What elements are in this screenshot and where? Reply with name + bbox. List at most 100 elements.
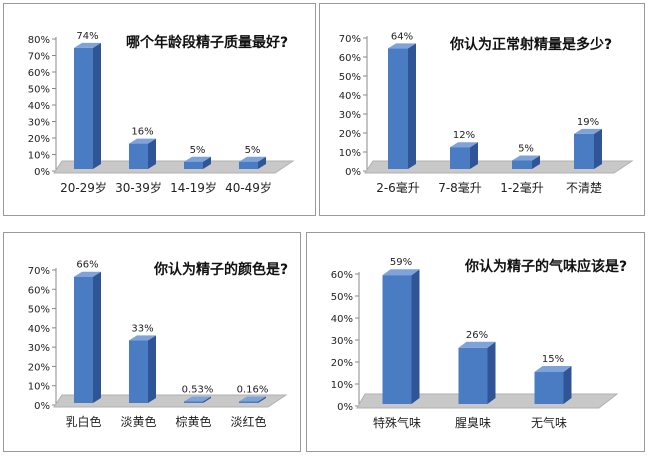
bar-front [129, 340, 148, 403]
category-label: 特殊气味 [373, 415, 421, 430]
y-tick-label: 10% [339, 148, 361, 159]
category-label: 1-2毫升 [500, 180, 544, 195]
bar [450, 142, 478, 169]
bar-top [74, 42, 101, 48]
y-tick-label: 80% [28, 35, 50, 46]
category-label: 2-6毫升 [376, 180, 420, 195]
y-tick-label: 60% [28, 285, 50, 296]
chart-panel-age: 0% 10% 20% 30% 40% 50% 60% 70% 80% 74% 20-29岁 16% 30… [3, 3, 316, 216]
y-tick-label: 20% [28, 362, 50, 373]
y-tick-label: 40% [331, 314, 353, 325]
bar-top [512, 155, 540, 161]
bar-front [382, 275, 412, 404]
y-tick-label: 70% [28, 52, 50, 63]
bar-front [74, 47, 93, 169]
bar-front [388, 48, 408, 169]
y-tick-label: 50% [28, 85, 50, 96]
bar-front [450, 147, 470, 169]
bar [239, 396, 266, 403]
y-tick-label: 0% [345, 167, 361, 178]
category-label: 淡黄色 [120, 415, 156, 429]
bar [512, 155, 540, 169]
data-label: 15% [542, 354, 564, 365]
bar [74, 271, 101, 403]
y-tick-label: 20% [339, 129, 361, 140]
y-tick-label: 10% [28, 151, 50, 162]
bar-front [184, 401, 203, 403]
bar [184, 156, 211, 169]
data-label: 0.16% [237, 385, 269, 396]
y-tick-label: 40% [28, 101, 50, 112]
smell-bar-chart: 0% 10% 20% 30% 40% 50% 60% 59% 特殊气味 26% 腥臭味 15% 无气味 [331, 257, 619, 430]
y-tick-label: 50% [339, 72, 361, 83]
chart-title: 哪个年龄段精子质量最好? [126, 35, 289, 51]
data-label: 26% [466, 330, 488, 341]
data-label: 33% [131, 323, 153, 334]
data-label: 19% [577, 117, 599, 128]
bar [184, 396, 211, 403]
category-label: 30-39岁 [115, 180, 162, 195]
chart-panel-color: 0% 10% 20% 30% 40% 50% 60% 70% 66% 乳白色 33% 淡黄色 0.53%… [3, 232, 301, 452]
bar-side [411, 269, 420, 404]
y-tick-label: 50% [331, 292, 353, 303]
bar-top [239, 156, 266, 162]
chart-panel-volume: 0% 10% 20% 30% 40% 50% 60% 70% 64% 2-6毫升 12% 7-8毫升 5… [319, 3, 645, 216]
data-label: 66% [76, 260, 98, 271]
category-label: 腥臭味 [455, 415, 491, 430]
category-label: 乳白色 [65, 414, 101, 429]
data-label: 5% [245, 145, 261, 156]
y-tick-label: 70% [339, 34, 361, 45]
bar-front [574, 133, 594, 169]
data-label: 12% [453, 130, 475, 141]
bar-side [258, 396, 266, 403]
bar [534, 366, 572, 404]
bar-top [184, 396, 211, 402]
color-bar-chart: 0% 10% 20% 30% 40% 50% 60% 70% 66% 乳白色 33% 淡黄色 0.53%… [28, 260, 288, 429]
bar [239, 156, 266, 169]
data-label: 5% [190, 145, 206, 156]
bar [129, 138, 156, 169]
volume-bar-chart: 0% 10% 20% 30% 40% 50% 60% 70% 64% 2-6毫升 12% 7-8毫升 5… [339, 31, 634, 195]
chart-floor [364, 160, 634, 174]
bar-top [388, 43, 416, 49]
y-tick-label: 60% [331, 270, 353, 281]
y-tick-label: 60% [339, 53, 361, 64]
bar-side [203, 396, 211, 403]
bar-side [487, 341, 496, 404]
bar-top [458, 341, 496, 348]
category-label: 棕黄色 [175, 414, 211, 429]
bar-top [534, 366, 572, 372]
y-tick-label: 0% [34, 167, 50, 178]
y-tick-label: 30% [28, 343, 50, 354]
bar-top [184, 156, 211, 162]
category-label: 40-49岁 [225, 180, 272, 195]
bar-side [594, 128, 602, 169]
category-label: 无气味 [531, 415, 567, 430]
bar-top [129, 335, 156, 341]
bar-side [470, 142, 478, 169]
bar-front [534, 372, 564, 404]
y-tick-label: 30% [339, 110, 361, 121]
y-tick-label: 20% [28, 134, 50, 145]
bar-side [148, 138, 156, 169]
bar-side [258, 156, 266, 169]
category-label: 淡红色 [230, 414, 266, 429]
bar-side [563, 366, 572, 404]
y-tick-label: 10% [331, 380, 353, 391]
y-tick-label: 70% [28, 266, 50, 277]
y-tick-label: 0% [337, 402, 353, 413]
bar-front [129, 143, 148, 169]
chart-title: 你认为正常射精量是多少? [450, 37, 613, 53]
chart-floor [53, 394, 288, 408]
y-tick-label: 30% [331, 336, 353, 347]
y-tick-label: 20% [331, 358, 353, 369]
bar-front [74, 276, 93, 403]
bar-top [129, 138, 156, 144]
category-label: 14-19岁 [170, 180, 217, 195]
bar-front [458, 347, 488, 404]
bar-side [93, 271, 101, 403]
chart-title: 你认为精子的颜色是? [154, 262, 289, 278]
bar-top [450, 142, 478, 148]
bar-side [148, 335, 156, 403]
